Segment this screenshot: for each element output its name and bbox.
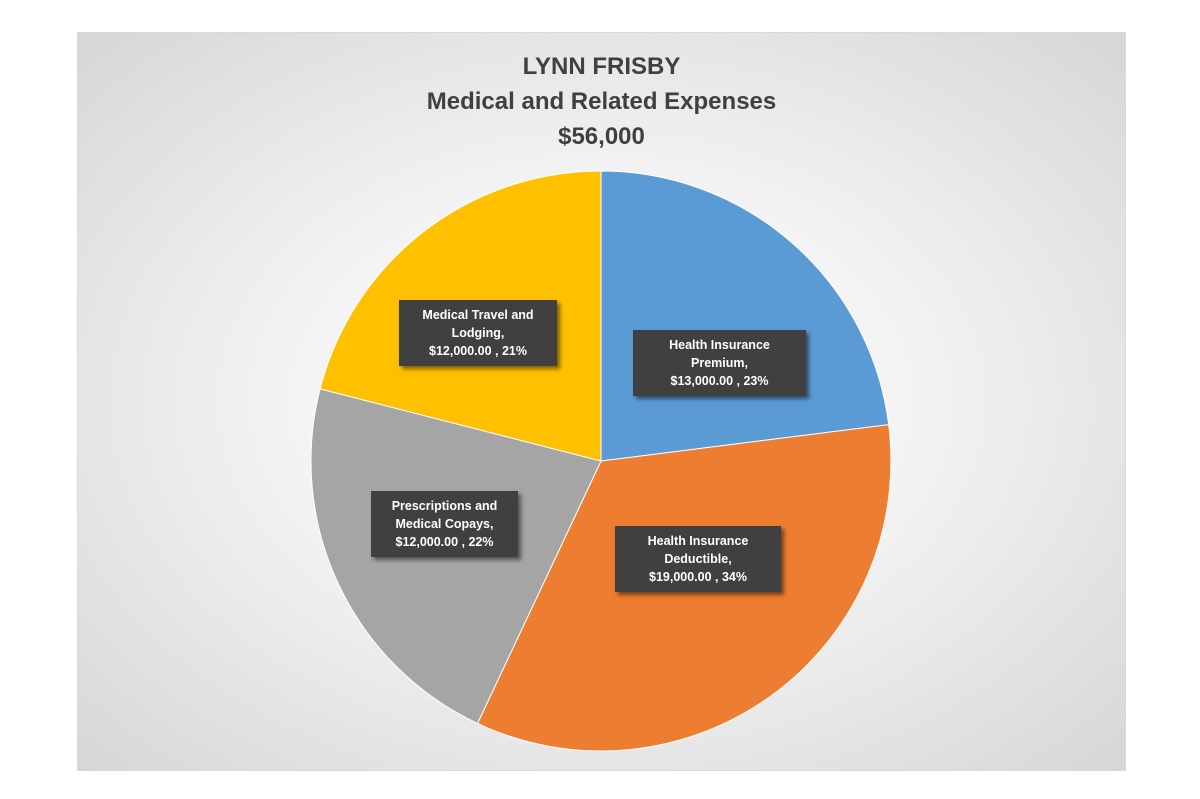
- data-label-deductible: Health Insurance Deductible, $19,000.00 …: [615, 526, 781, 592]
- chart-title-subject: Medical and Related Expenses: [426, 88, 777, 115]
- data-label-line: Medical Copays,: [395, 517, 494, 531]
- data-label-value: $19,000.00 , 34%: [649, 570, 747, 584]
- data-label-line: Prescriptions and: [391, 499, 498, 513]
- pie-slice-premium: [600, 170, 890, 462]
- data-label-line: Lodging,: [451, 326, 505, 340]
- chart-title-total: $56,000: [558, 123, 645, 150]
- data-label-premium: Health Insurance Premium, $13,000.00 , 2…: [633, 330, 806, 396]
- pie-chart: [310, 170, 892, 752]
- data-label-line: Health Insurance: [669, 338, 770, 352]
- data-label-prescriptions: Prescriptions and Medical Copays, $12,00…: [371, 491, 518, 557]
- data-label-value: $12,000.00 , 21%: [429, 344, 527, 358]
- data-label-value: $13,000.00 , 23%: [670, 374, 769, 388]
- data-label-line: Deductible,: [664, 552, 732, 566]
- chart-area: LYNN FRISBY Medical and Related Expenses…: [77, 32, 1126, 771]
- data-label-value: $12,000.00 , 22%: [395, 535, 494, 549]
- data-label-travel: Medical Travel and Lodging, $12,000.00 ,…: [399, 300, 557, 366]
- data-label-line: Health Insurance: [647, 534, 749, 548]
- data-label-line: Premium,: [691, 356, 748, 370]
- data-label-line: Medical Travel and: [422, 308, 534, 322]
- chart-title-name: LYNN FRISBY: [522, 53, 681, 80]
